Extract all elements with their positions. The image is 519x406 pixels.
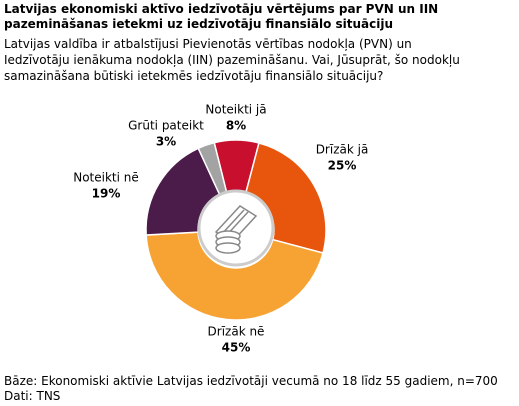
note: Bāze: Ekonomiski aktīvie Latvijas iedzīv… [4,374,498,388]
center-icon [197,189,275,267]
category-label: Noteikti jā [205,103,266,117]
category-label: Noteikti nē [73,171,139,185]
notes: Bāze: Ekonomiski aktīvie Latvijas iedzīv… [4,374,498,404]
value-label: 45% [222,341,251,355]
value-label: 3% [156,135,176,149]
category-label: Drīzāk jā [316,143,369,157]
chart-subtitle: Latvijas valdība ir atbalstījusi Pievien… [4,37,460,83]
slice [145,231,324,321]
value-label: 8% [226,119,246,133]
category-label: Drīzāk nē [208,325,265,339]
note: Dati: TNS [4,389,61,403]
chart: Noteikti jā 8% Drīzāk jā 25% Drīzāk nē 45% Not… [73,103,369,355]
chart-title: Latvijas ekonomiski aktīvo iedzīvotāju v… [4,2,439,31]
category-label: Grūti pateikt [128,119,204,133]
value-label: 25% [328,159,357,173]
value-label: 19% [92,187,121,201]
